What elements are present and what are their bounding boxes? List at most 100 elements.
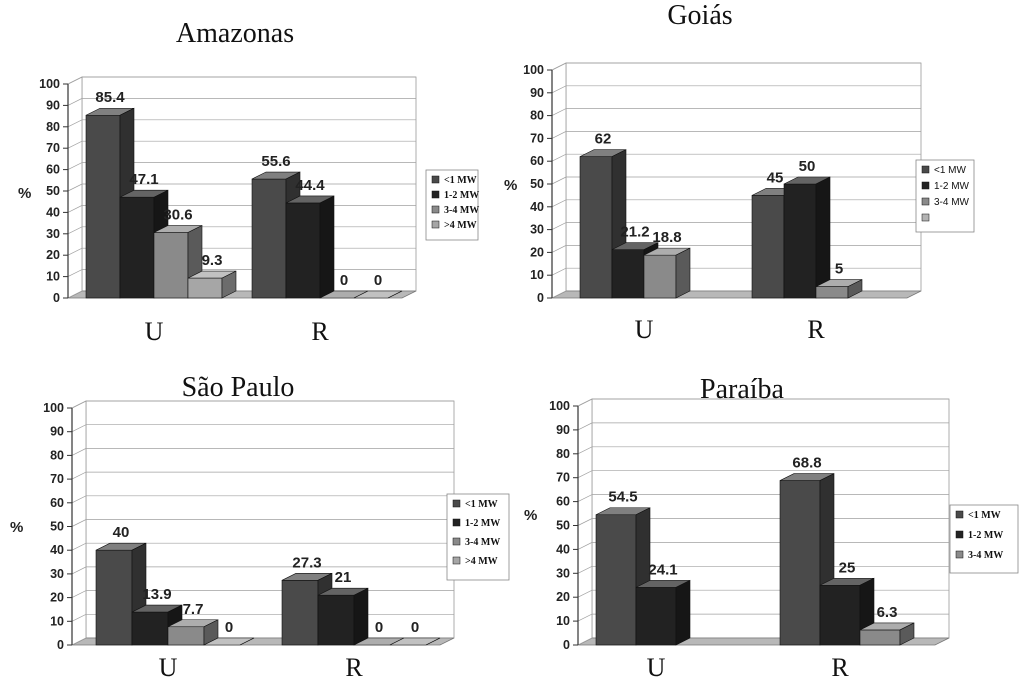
- bar: [95, 549, 133, 646]
- legend-swatch: [452, 518, 461, 527]
- data-label: 25: [839, 559, 856, 576]
- y-tick-label: 100: [523, 63, 544, 77]
- gridline: [551, 85, 921, 94]
- data-label: 5: [835, 261, 843, 278]
- y-tick-label: 90: [556, 423, 570, 437]
- gridline: [577, 446, 949, 455]
- y-tick-label: 30: [530, 223, 544, 237]
- gridline: [551, 153, 921, 162]
- y-tick-label: 60: [530, 154, 544, 168]
- legend-swatch: [921, 181, 930, 190]
- y-tick-label: 80: [556, 447, 570, 461]
- y-tick-label: 70: [556, 471, 570, 485]
- data-label: 54.5: [608, 489, 637, 506]
- legend-entry: <1 MW: [934, 165, 967, 176]
- gridline: [67, 140, 416, 149]
- bar: [317, 594, 355, 646]
- legend-entry: 1-2 MW: [934, 181, 970, 192]
- y-tick-label: 50: [556, 519, 570, 533]
- y-tick-label: 40: [50, 543, 64, 557]
- bar: [167, 626, 205, 646]
- legend-swatch: [955, 510, 964, 519]
- y-tick-label: 80: [46, 120, 60, 134]
- bar: [595, 514, 637, 646]
- y-tick-label: 50: [46, 184, 60, 198]
- y-tick-label: 70: [530, 131, 544, 145]
- bar-side: [675, 579, 691, 646]
- data-label: 44.4: [295, 177, 325, 194]
- bar: [859, 629, 901, 646]
- y-tick-label: 80: [50, 448, 64, 462]
- category-label: U: [145, 317, 164, 346]
- legend-entry: 3-4 MW: [465, 537, 500, 548]
- bar: [783, 183, 817, 299]
- y-tick-label: 0: [57, 638, 64, 652]
- gridline: [67, 76, 416, 85]
- y-tick-label: 50: [50, 520, 64, 534]
- y-tick-label: 50: [530, 177, 544, 191]
- bar: [579, 156, 613, 299]
- category-label: U: [635, 315, 654, 344]
- bar: [251, 178, 287, 299]
- bar: [643, 254, 677, 299]
- data-label: 30.6: [163, 207, 192, 224]
- legend-swatch: [431, 220, 440, 229]
- chart-title: São Paulo: [182, 372, 295, 403]
- data-label: 24.1: [648, 561, 677, 578]
- gridline: [551, 62, 921, 71]
- y-tick-label: 80: [530, 109, 544, 123]
- legend-entry: <1 MW: [465, 499, 498, 510]
- gridline: [551, 108, 921, 116]
- data-label: 21: [335, 569, 352, 586]
- y-tick-label: 20: [50, 591, 64, 605]
- legend-swatch: [921, 165, 930, 174]
- legend: <1 MW 1-2 MW 3-4 MW: [949, 504, 1019, 574]
- y-tick-label: 30: [50, 567, 64, 581]
- legend-entry: <1 MW: [968, 510, 1001, 521]
- y-axis-label: %: [504, 177, 517, 194]
- gridline: [71, 400, 454, 409]
- legend-swatch: [921, 197, 930, 206]
- y-tick-label: 90: [530, 86, 544, 100]
- gridline: [71, 519, 454, 527]
- bar: [819, 584, 861, 646]
- y-tick-label: 70: [50, 472, 64, 486]
- gridline: [67, 183, 416, 192]
- chart-title: Paraíba: [700, 374, 785, 405]
- legend: <1 MW 1-2 MW 3-4 MW >4 MW: [425, 169, 479, 241]
- chart-panel-3: 0 10 20 30 40 50 60 70 80 90 100 São Paulo% 40 13.9 7.…: [10, 372, 510, 681]
- data-label: 13.9: [142, 586, 171, 603]
- bar: [611, 249, 645, 299]
- gridline: [71, 566, 454, 575]
- y-tick-label: 20: [46, 248, 60, 262]
- legend-swatch: [452, 556, 461, 565]
- category-label: R: [807, 315, 825, 344]
- data-label: 0: [411, 619, 419, 636]
- data-label: 0: [374, 272, 382, 289]
- bar-side: [675, 247, 691, 299]
- bar: [815, 286, 849, 299]
- data-label: 50: [799, 158, 816, 175]
- gridline: [551, 131, 921, 139]
- data-label: 47.1: [129, 171, 158, 188]
- bar-side: [353, 587, 369, 646]
- category-label: R: [311, 317, 329, 346]
- gridline: [71, 542, 454, 551]
- y-tick-label: 60: [50, 496, 64, 510]
- y-tick-label: 100: [39, 77, 60, 91]
- bar-side: [847, 279, 863, 299]
- chart-panel-2: 0 10 20 30 40 50 60 70 80 90 100 Goiás% 62 21.2 18.8 U 4…: [504, 0, 975, 344]
- y-tick-label: 60: [46, 163, 60, 177]
- y-axis-label: %: [524, 507, 537, 524]
- y-tick-label: 10: [50, 614, 64, 628]
- legend-entry: 1-2 MW: [968, 530, 1003, 541]
- data-label: 18.8: [652, 229, 681, 246]
- y-tick-label: 0: [53, 291, 60, 305]
- gridline: [71, 471, 454, 480]
- data-label: 68.8: [792, 455, 821, 472]
- chart-panel-1: 0 10 20 30 40 50 60 70 80 90 100 Amazonas% 85.4 47.1 3…: [18, 18, 479, 346]
- bar-side: [239, 637, 255, 646]
- y-tick-label: 90: [46, 98, 60, 112]
- legend-swatch: [431, 205, 440, 214]
- bar: [635, 587, 677, 646]
